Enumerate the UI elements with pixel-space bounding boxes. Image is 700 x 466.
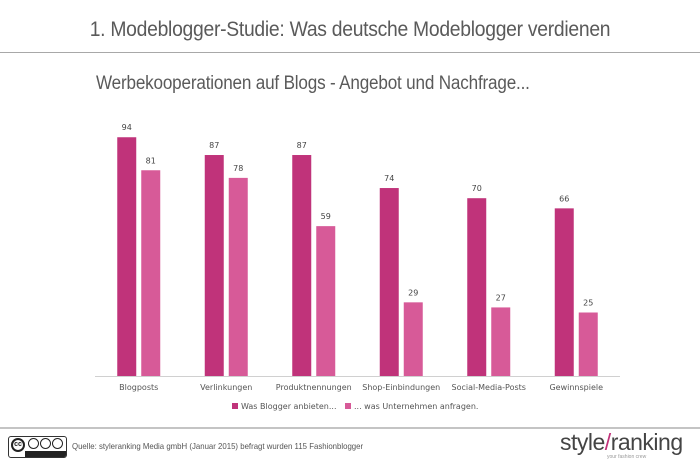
license-strip xyxy=(25,451,66,457)
bar-angebot xyxy=(379,188,399,376)
footer-divider xyxy=(0,427,700,429)
non-commercial-icon xyxy=(40,438,51,449)
bar-nachfrage xyxy=(403,302,423,376)
data-label: 29 xyxy=(408,288,418,297)
data-label: 27 xyxy=(496,293,506,302)
data-label: 87 xyxy=(297,141,307,150)
styleranking-logo: style/ranking xyxy=(560,429,683,456)
legend-label: ... was Unternehmen anfragen. xyxy=(354,402,478,411)
title-divider xyxy=(0,52,700,53)
creative-commons-by-nc-nd-icon: cc xyxy=(8,436,67,458)
data-label: 66 xyxy=(559,194,569,203)
bar-angebot xyxy=(554,208,574,376)
logo-slash: / xyxy=(604,429,611,455)
legend-label: Was Blogger anbieten... xyxy=(241,402,336,411)
logo-text-style: style xyxy=(560,429,605,455)
bar-angebot xyxy=(117,137,137,376)
logo-text-ranking: ranking xyxy=(610,429,683,455)
chart-subtitle: Werbekooperationen auf Blogs - Angebot u… xyxy=(96,73,530,94)
x-tick-label: Gewinnspiele xyxy=(549,383,603,392)
x-tick-label: Blogposts xyxy=(119,383,158,392)
data-label: 78 xyxy=(233,164,243,173)
bar-nachfrage xyxy=(578,312,598,376)
bar-angebot xyxy=(292,155,312,376)
bar-angebot xyxy=(204,155,224,376)
by-attribution-icon xyxy=(28,438,39,449)
data-label: 59 xyxy=(321,212,331,221)
legend-swatch xyxy=(232,403,238,409)
data-label: 70 xyxy=(472,184,482,193)
data-label: 87 xyxy=(209,141,219,150)
x-tick-label: Verlinkungen xyxy=(200,383,252,392)
logo-tagline: your fashion crew xyxy=(607,454,647,460)
page-title: 1. Modeblogger-Studie: Was deutsche Mode… xyxy=(89,18,611,41)
data-label: 81 xyxy=(146,156,156,165)
bar-nachfrage xyxy=(316,226,336,376)
x-tick-label: Shop-Einbindungen xyxy=(362,383,440,392)
data-label: 74 xyxy=(384,174,394,183)
x-tick-label: Produktnennungen xyxy=(276,383,352,392)
legend-swatch xyxy=(345,403,351,409)
bar-nachfrage xyxy=(491,307,511,376)
bar-nachfrage xyxy=(141,170,161,376)
x-tick-label: Social-Media-Posts xyxy=(452,383,526,392)
bar-chart: 94 81 Blogposts 87 78 Verlinkungen 87 59 Produkt… xyxy=(95,123,620,411)
no-derivatives-icon xyxy=(52,438,63,449)
bar-angebot xyxy=(467,198,487,376)
data-label: 94 xyxy=(122,123,132,132)
data-label: 25 xyxy=(583,299,593,308)
bar-nachfrage xyxy=(228,177,248,376)
cc-icon: cc xyxy=(11,438,25,452)
source-note: Quelle: styleranking Media gmbH (Januar … xyxy=(72,441,364,451)
